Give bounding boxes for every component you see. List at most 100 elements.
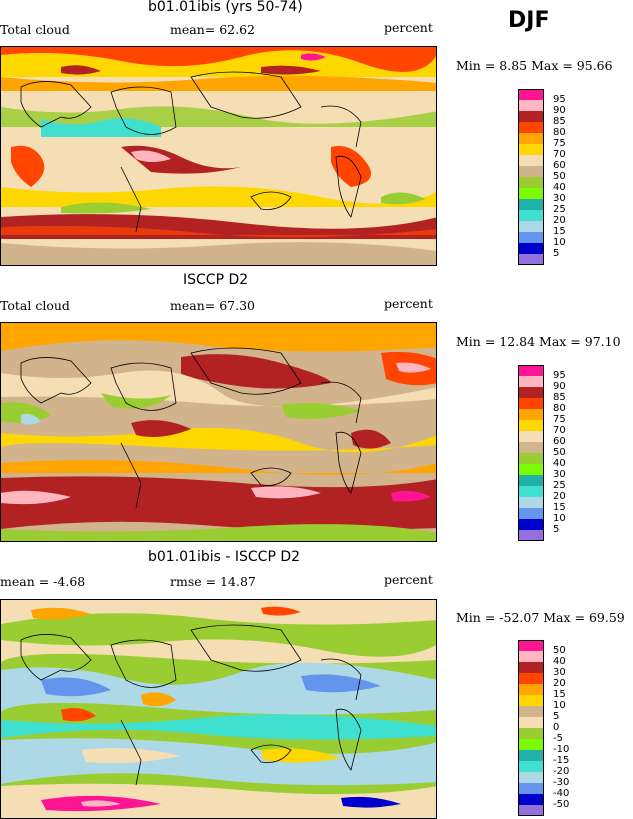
colorbar-level-label: 90 — [553, 381, 566, 392]
colorbar-swatch — [518, 750, 544, 761]
colorbar-level-label: 95 — [553, 370, 566, 381]
panel2-units-label: percent — [384, 296, 433, 311]
colorbar-swatch — [518, 100, 544, 111]
colorbar-swatch — [518, 420, 544, 431]
colorbar-swatch — [518, 673, 544, 684]
colorbar-swatch — [518, 728, 544, 739]
colorbar-level-label: 10 — [553, 700, 566, 711]
colorbar-swatch — [518, 232, 544, 243]
colorbar-level-label: 85 — [553, 116, 566, 127]
colorbar-swatch — [518, 805, 544, 816]
colorbar-swatch — [518, 684, 544, 695]
colorbar-swatch — [518, 210, 544, 221]
panel3-contour-field — [1, 600, 436, 818]
colorbar-swatch — [518, 717, 544, 728]
panel3-minmax-label: Min = -52.07 Max = 69.59 — [456, 610, 625, 625]
colorbar-swatch — [518, 188, 544, 199]
colorbar-level-label: 15 — [553, 689, 566, 700]
colorbar-level-label: 60 — [553, 436, 566, 447]
colorbar-level-label: -10 — [553, 744, 570, 755]
panel1-mean-label: mean= 62.62 — [170, 22, 255, 37]
colorbar-level-label: 75 — [553, 414, 566, 425]
panel2-contour-field — [1, 323, 436, 541]
colorbar-swatch — [518, 177, 544, 188]
colorbar-level-label: 50 — [553, 447, 566, 458]
colorbar-level-label: 20 — [553, 215, 566, 226]
colorbar-swatch — [518, 772, 544, 783]
colorbar-swatch — [518, 486, 544, 497]
colorbar-level-label: 10 — [553, 513, 566, 524]
colorbar-level-label: 95 — [553, 94, 566, 105]
colorbar-swatch — [518, 144, 544, 155]
colorbar-swatch — [518, 794, 544, 805]
colorbar-level-label: 20 — [553, 491, 566, 502]
colorbar-level-label: 40 — [553, 182, 566, 193]
colorbar-swatch — [518, 155, 544, 166]
colorbar-swatch — [518, 398, 544, 409]
colorbar-swatch — [518, 89, 544, 100]
colorbar-level-label: 20 — [553, 678, 566, 689]
panel1-contour-field — [1, 47, 436, 265]
colorbar-swatch — [518, 761, 544, 772]
colorbar-swatch — [518, 243, 544, 254]
colorbar-level-label: 80 — [553, 127, 566, 138]
colorbar-swatch — [518, 464, 544, 475]
colorbar-level-label: 25 — [553, 204, 566, 215]
colorbar-swatch — [518, 221, 544, 232]
panel3-title: b01.01ibis - ISCCP D2 — [148, 549, 301, 565]
colorbar-swatch — [518, 783, 544, 794]
colorbar-level-label: -30 — [553, 777, 570, 788]
colorbar-swatch — [518, 387, 544, 398]
colorbar-level-label: -5 — [553, 733, 563, 744]
colorbar-level-label: 25 — [553, 480, 566, 491]
colorbar-level-label: 15 — [553, 226, 566, 237]
panel1-colorbar — [518, 89, 544, 265]
panel2-map — [0, 322, 437, 542]
panel3-rmse-label: rmse = 14.87 — [170, 574, 256, 589]
colorbar-level-label: 5 — [553, 248, 560, 259]
colorbar-level-label: 50 — [553, 171, 566, 182]
panel3-mean-label: mean = -4.68 — [0, 574, 86, 589]
colorbar-level-label: 40 — [553, 656, 566, 667]
colorbar-level-label: 40 — [553, 458, 566, 469]
colorbar-swatch — [518, 651, 544, 662]
colorbar-swatch — [518, 409, 544, 420]
colorbar-swatch — [518, 166, 544, 177]
colorbar-level-label: -20 — [553, 766, 570, 777]
panel2-mean-label: mean= 67.30 — [170, 298, 255, 313]
panel3-units-label: percent — [384, 572, 433, 587]
colorbar-level-label: 15 — [553, 502, 566, 513]
panel1-map — [0, 46, 437, 266]
panel3-colorbar — [518, 640, 544, 816]
colorbar-level-label: 30 — [553, 469, 566, 480]
colorbar-swatch — [518, 431, 544, 442]
colorbar-level-label: 5 — [553, 711, 560, 722]
colorbar-level-label: 70 — [553, 425, 566, 436]
panel2-variable-label: Total cloud — [0, 298, 70, 313]
colorbar-swatch — [518, 199, 544, 210]
panel1-title: b01.01ibis (yrs 50-74) — [148, 0, 303, 15]
panel1-minmax-label: Min = 8.85 Max = 95.66 — [456, 58, 613, 73]
colorbar-swatch — [518, 376, 544, 387]
panel1-units-label: percent — [384, 20, 433, 35]
panel2-minmax-label: Min = 12.84 Max = 97.10 — [456, 334, 621, 349]
panel2-title: ISCCP D2 — [183, 272, 249, 288]
colorbar-level-label: 10 — [553, 237, 566, 248]
season-label: DJF — [508, 8, 550, 33]
colorbar-level-label: -40 — [553, 788, 570, 799]
colorbar-level-label: -50 — [553, 799, 570, 810]
colorbar-swatch — [518, 695, 544, 706]
colorbar-level-label: 85 — [553, 392, 566, 403]
colorbar-level-label: -15 — [553, 755, 570, 766]
colorbar-swatch — [518, 508, 544, 519]
panel3-map — [0, 599, 437, 819]
colorbar-level-label: 70 — [553, 149, 566, 160]
colorbar-swatch — [518, 442, 544, 453]
colorbar-swatch — [518, 530, 544, 541]
colorbar-level-label: 80 — [553, 403, 566, 414]
colorbar-level-label: 5 — [553, 524, 560, 535]
colorbar-swatch — [518, 111, 544, 122]
colorbar-swatch — [518, 662, 544, 673]
colorbar-level-label: 90 — [553, 105, 566, 116]
colorbar-swatch — [518, 640, 544, 651]
